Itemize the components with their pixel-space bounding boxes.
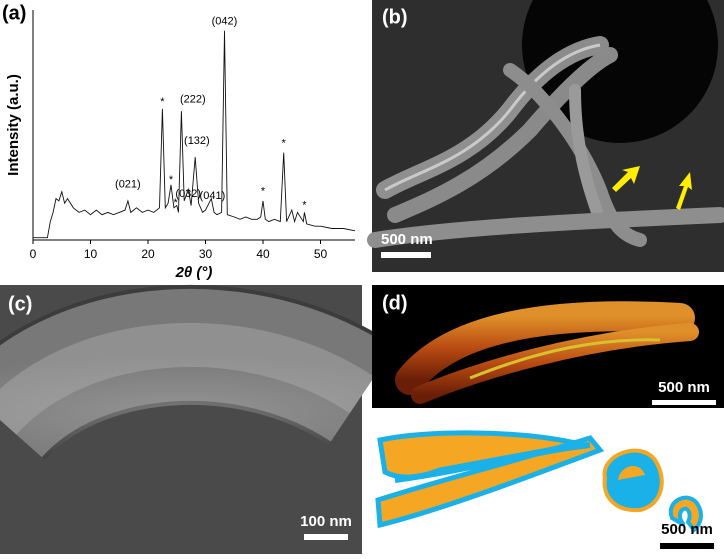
x-tick-label: 0 [30, 247, 37, 261]
scale-bar-label: 500 nm [658, 379, 710, 396]
y-axis-label: Intensity (a.u.) [5, 74, 22, 176]
sem-image-c [0, 285, 396, 554]
peak-annotation: * [169, 174, 174, 186]
peak-annotation: (041) [200, 190, 226, 202]
x-tick-label: 50 [314, 247, 328, 261]
peak-annotation: * [282, 137, 287, 149]
scale-bar-label: 100 nm [300, 513, 352, 530]
peak-annotation: * [160, 96, 165, 108]
peak-annotation: * [173, 197, 178, 209]
peak-annotation: (222) [180, 94, 206, 106]
peak-annotation: (132) [184, 135, 210, 147]
x-tick-label: 20 [141, 247, 155, 261]
tomography-image-d [372, 285, 724, 549]
panel-label: (d) [382, 292, 408, 314]
panel-label: (a) [2, 2, 26, 24]
peak-annotation: (021) [115, 179, 141, 191]
panel-label: (b) [382, 6, 408, 28]
peak-annotation: (032) [175, 188, 201, 200]
panel-label: (c) [8, 293, 32, 315]
peak-annotation: (042) [212, 15, 238, 27]
x-tick-label: 10 [84, 247, 98, 261]
xrd-line [33, 30, 356, 239]
scale-bar-label: 500 nm [381, 231, 433, 248]
scale-bar-label: 500 nm [661, 521, 713, 538]
peak-annotation: * [302, 199, 307, 211]
sem-image-b [367, 0, 724, 272]
peak-annotation: * [261, 186, 266, 198]
x-tick-label: 30 [199, 247, 213, 261]
x-tick-label: 40 [256, 247, 270, 261]
x-axis-label: 2θ (°) [175, 264, 213, 281]
